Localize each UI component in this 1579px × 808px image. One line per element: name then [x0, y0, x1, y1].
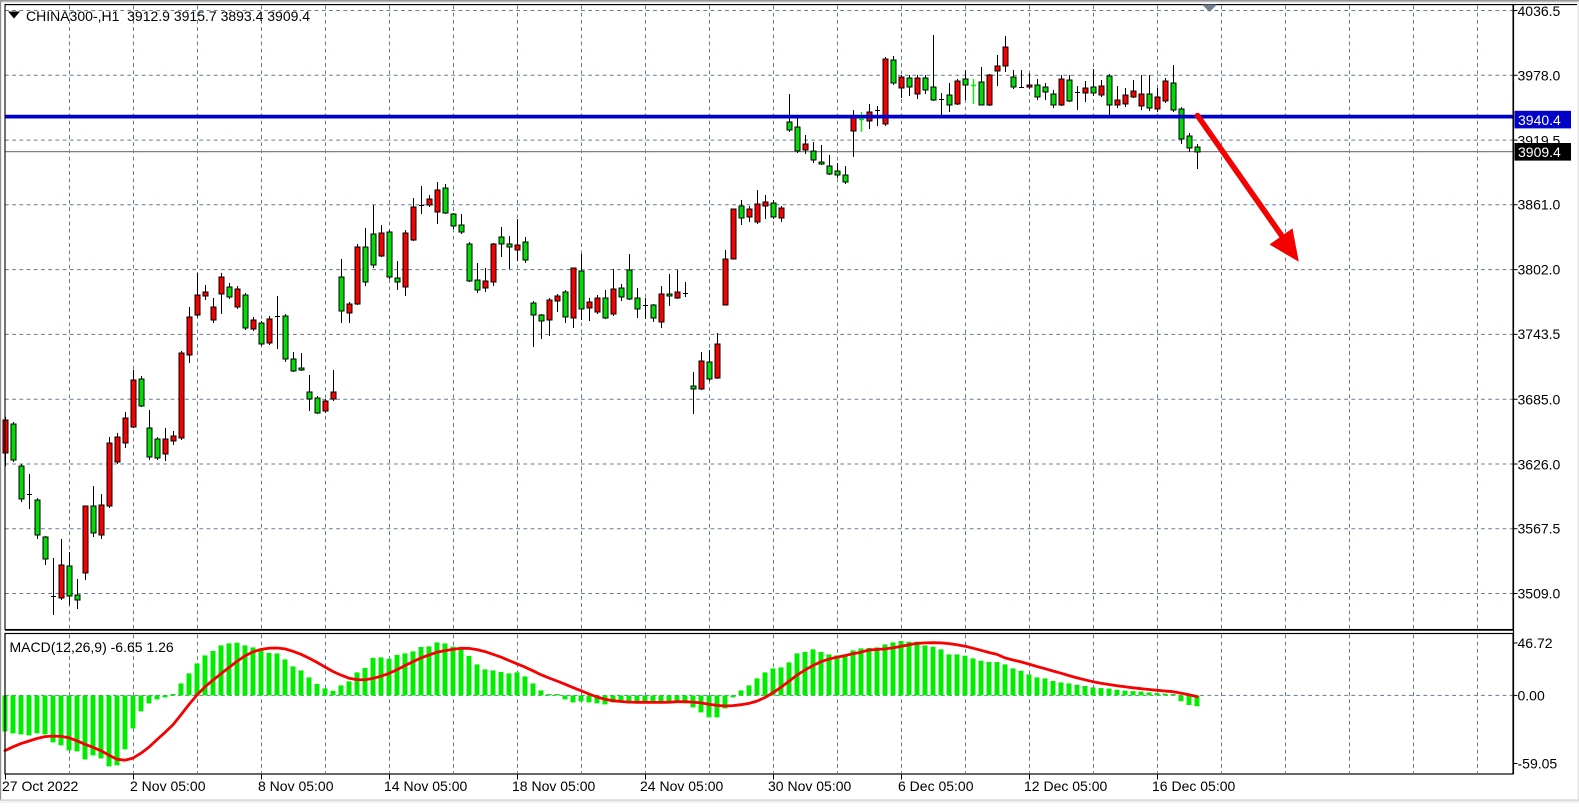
svg-text:3909.4: 3909.4 — [1518, 144, 1561, 160]
svg-text:0.00: 0.00 — [1518, 688, 1545, 704]
svg-text:3802.0: 3802.0 — [1518, 261, 1561, 277]
svg-text:3685.0: 3685.0 — [1518, 392, 1561, 408]
svg-text:30 Nov 05:00: 30 Nov 05:00 — [768, 778, 851, 794]
svg-text:3861.0: 3861.0 — [1518, 197, 1561, 213]
svg-text:16 Dec 05:00: 16 Dec 05:00 — [1152, 778, 1235, 794]
svg-text:12 Dec 05:00: 12 Dec 05:00 — [1024, 778, 1107, 794]
svg-text:46.72: 46.72 — [1518, 635, 1553, 651]
svg-text:2 Nov 05:00: 2 Nov 05:00 — [130, 778, 206, 794]
svg-text:3978.0: 3978.0 — [1518, 67, 1561, 83]
svg-text:24 Nov 05:00: 24 Nov 05:00 — [640, 778, 723, 794]
svg-text:3940.4: 3940.4 — [1518, 112, 1561, 128]
svg-text:3509.0: 3509.0 — [1518, 586, 1561, 602]
svg-text:4036.5: 4036.5 — [1518, 3, 1561, 19]
svg-text:27 Oct 2022: 27 Oct 2022 — [2, 778, 78, 794]
svg-text:MACD(12,26,9) -6.65 1.26: MACD(12,26,9) -6.65 1.26 — [10, 639, 174, 655]
svg-text:CHINA300-,H1 3912.9 3915.7 38: CHINA300-,H1 3912.9 3915.7 3893.4 3909.4 — [26, 8, 310, 24]
svg-text:-59.05: -59.05 — [1518, 756, 1558, 772]
svg-text:18 Nov 05:00: 18 Nov 05:00 — [512, 778, 595, 794]
svg-text:6 Dec 05:00: 6 Dec 05:00 — [898, 778, 974, 794]
svg-text:3626.0: 3626.0 — [1518, 456, 1561, 472]
svg-text:14 Nov 05:00: 14 Nov 05:00 — [384, 778, 467, 794]
svg-text:8 Nov 05:00: 8 Nov 05:00 — [258, 778, 334, 794]
svg-text:3743.5: 3743.5 — [1518, 326, 1561, 342]
svg-text:3567.5: 3567.5 — [1518, 521, 1561, 537]
